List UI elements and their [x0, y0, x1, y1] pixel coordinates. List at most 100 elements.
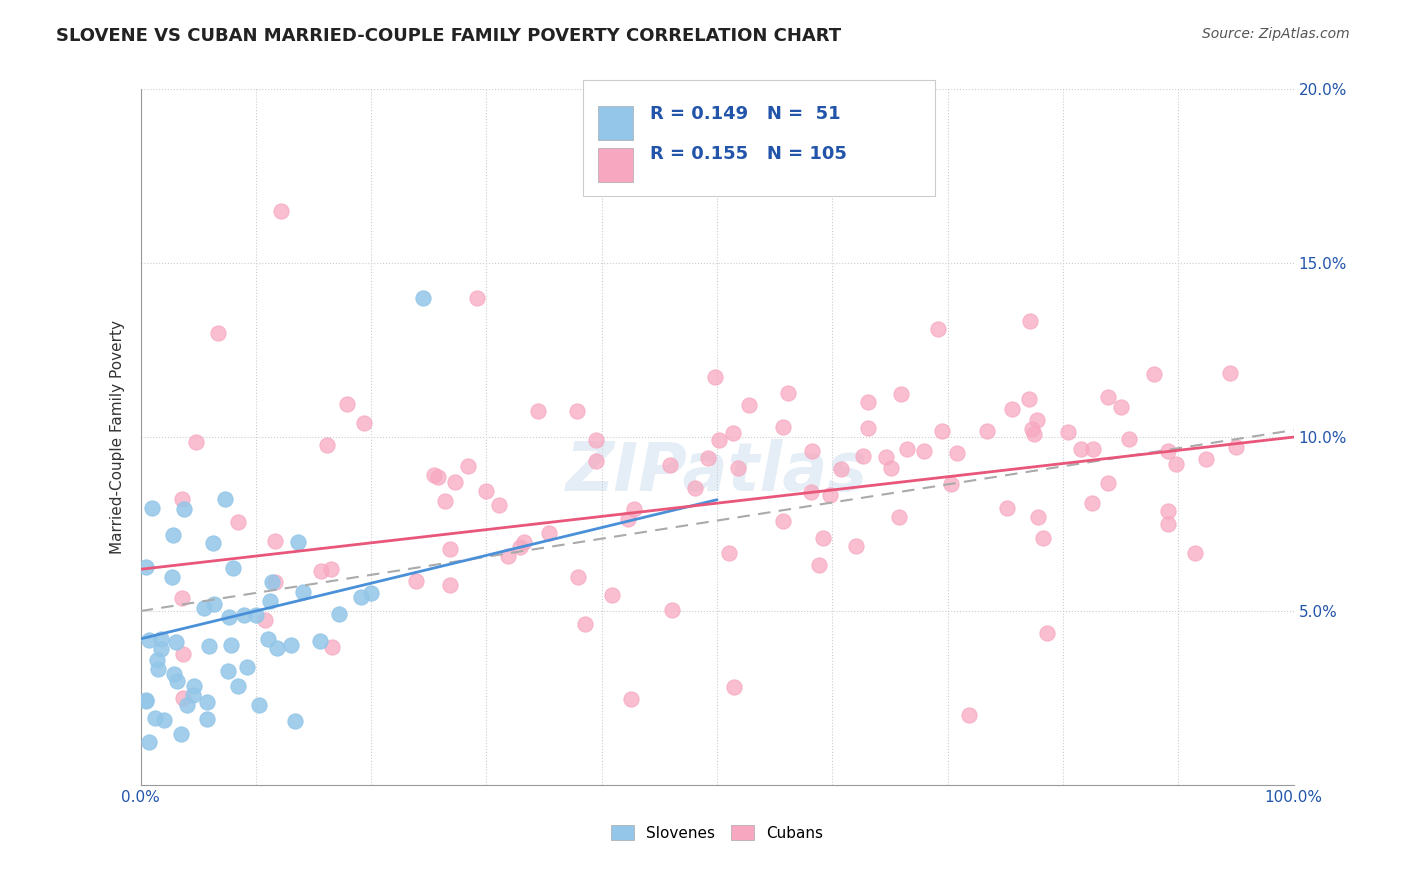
Point [538, 526, 561, 541]
Point [600, 588, 623, 602]
Point [360, 586, 382, 600]
Point [309, 564, 332, 578]
Point [1184, 546, 1206, 560]
Point [813, 531, 835, 545]
Point [1195, 452, 1218, 467]
Point [226, 679, 249, 693]
Point [737, 398, 759, 412]
Text: SLOVENE VS CUBAN MARRIED-COUPLE FAMILY POVERTY CORRELATION CHART: SLOVENE VS CUBAN MARRIED-COUPLE FAMILY P… [56, 27, 841, 45]
Point [727, 460, 749, 475]
Point [226, 516, 249, 530]
Point [202, 597, 225, 611]
Point [253, 613, 276, 627]
Text: ZIPatlas: ZIPatlas [567, 439, 868, 505]
Point [1109, 400, 1132, 414]
Point [889, 510, 911, 524]
Point [166, 673, 188, 688]
Point [620, 691, 643, 706]
Point [169, 727, 191, 741]
Point [1157, 516, 1180, 531]
Point [718, 546, 741, 560]
Point [1142, 367, 1164, 381]
Point [259, 594, 281, 608]
Point [443, 475, 465, 490]
Point [807, 558, 830, 572]
Point [427, 470, 450, 484]
Point [328, 607, 350, 622]
Point [153, 713, 176, 727]
Point [321, 562, 343, 576]
Point [858, 421, 880, 435]
Point [896, 442, 918, 456]
Point [852, 449, 875, 463]
Point [1026, 413, 1049, 427]
Point [995, 500, 1018, 515]
Y-axis label: Married-Couple Family Poverty: Married-Couple Family Poverty [110, 320, 125, 554]
Point [880, 461, 903, 475]
Point [162, 528, 184, 542]
Text: R = 0.155   N = 105: R = 0.155 N = 105 [650, 145, 846, 163]
Point [512, 535, 534, 549]
Point [1028, 509, 1050, 524]
Point [567, 570, 589, 584]
Point [236, 660, 259, 674]
Point [1021, 422, 1043, 436]
Point [721, 425, 744, 440]
Point [465, 291, 488, 305]
Point [257, 632, 280, 647]
Point [1081, 442, 1104, 456]
Point [1070, 442, 1092, 457]
Point [170, 591, 193, 605]
Point [138, 735, 160, 749]
Point [683, 481, 706, 495]
Point [143, 711, 166, 725]
Point [201, 535, 224, 549]
Point [723, 680, 745, 694]
Point [1157, 443, 1180, 458]
Point [245, 607, 267, 622]
Point [135, 694, 157, 708]
Text: Source: ZipAtlas.com: Source: ZipAtlas.com [1202, 27, 1350, 41]
Point [262, 574, 284, 589]
Point [703, 370, 725, 384]
Point [585, 454, 607, 468]
Point [405, 574, 427, 589]
Point [946, 446, 969, 460]
Point [661, 603, 683, 617]
Point [146, 653, 169, 667]
Point [336, 397, 359, 411]
Point [284, 714, 307, 728]
Point [138, 632, 160, 647]
Point [858, 394, 880, 409]
Point [567, 404, 589, 418]
Point [193, 601, 215, 615]
Text: R = 0.149   N =  51: R = 0.149 N = 51 [650, 105, 841, 123]
Point [353, 416, 375, 430]
Point [845, 540, 868, 554]
Point [233, 608, 256, 623]
Point [264, 534, 287, 549]
Point [707, 434, 730, 448]
Point [1118, 433, 1140, 447]
Point [957, 708, 980, 723]
Point [439, 578, 461, 592]
Point [1097, 390, 1119, 404]
Point [772, 420, 794, 434]
Point [172, 690, 194, 705]
Point [173, 502, 195, 516]
Point [247, 698, 270, 713]
Point [585, 434, 607, 448]
Point [222, 560, 245, 574]
Point [439, 541, 461, 556]
Point [659, 458, 682, 472]
Point [266, 640, 288, 655]
Point [309, 633, 332, 648]
Point [830, 461, 852, 475]
Point [457, 458, 479, 473]
Point [496, 549, 519, 564]
Point [976, 424, 998, 438]
Point [207, 326, 229, 340]
Point [146, 663, 169, 677]
Point [527, 404, 550, 418]
Point [162, 569, 184, 583]
